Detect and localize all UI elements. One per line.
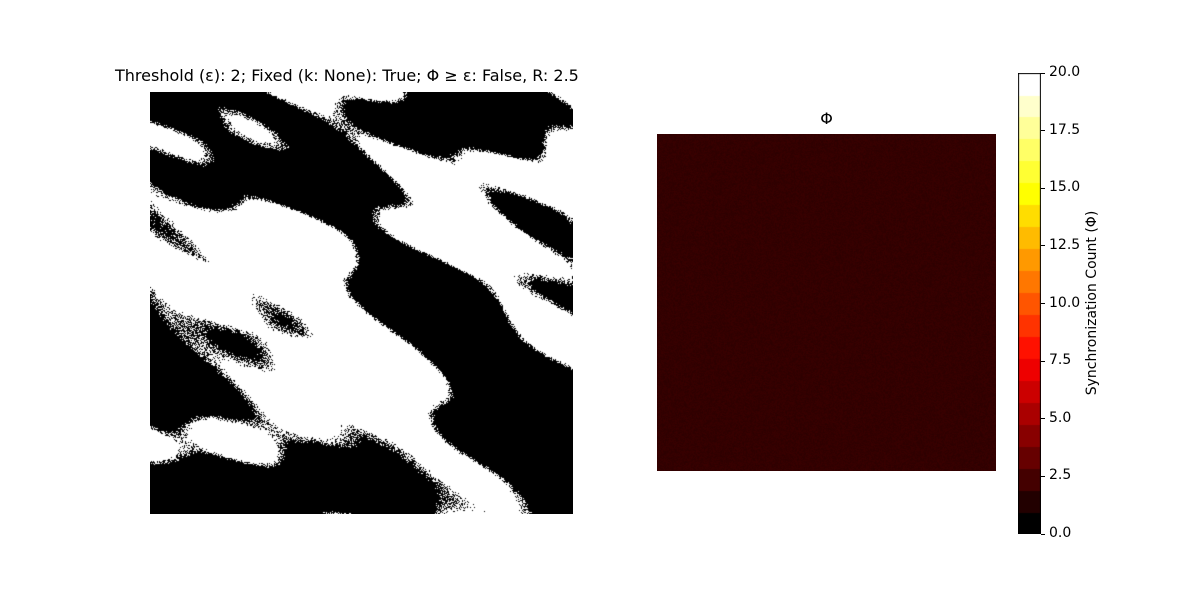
colorbar-tick-mark [1041, 245, 1045, 247]
colorbar-tick-label: 7.5 [1049, 352, 1072, 369]
binary-state-heatmap [150, 92, 573, 514]
right-plot-title: Φ [820, 109, 833, 128]
colorbar-tick-mark [1041, 360, 1045, 362]
colorbar-tick-label: 2.5 [1049, 467, 1072, 484]
colorbar-tick-mark [1041, 475, 1045, 477]
colorbar-tick-label: 10.0 [1049, 294, 1081, 311]
colorbar-tick-label: 15.0 [1049, 179, 1081, 196]
binary-state-canvas [150, 92, 573, 514]
colorbar [1018, 73, 1041, 534]
colorbar-tick-mark [1041, 130, 1045, 132]
colorbar-tick-label: 17.5 [1049, 121, 1081, 138]
colorbar-tick-mark [1041, 533, 1045, 535]
phi-canvas [657, 134, 996, 471]
colorbar-tick-label: 20.0 [1049, 64, 1081, 80]
colorbar-label: Synchronization Count (Φ) [1084, 210, 1100, 396]
colorbar-tick-label: 5.0 [1049, 409, 1072, 426]
colorbar-canvas [1018, 73, 1041, 534]
colorbar-tick-label: 0.0 [1049, 525, 1072, 541]
phi-heatmap [657, 134, 996, 471]
left-plot-title: Threshold (ε): 2; Fixed (k: None): True;… [115, 66, 579, 85]
colorbar-tick-label: 12.5 [1049, 236, 1081, 253]
colorbar-tick-mark [1041, 187, 1045, 189]
colorbar-tick-mark [1041, 418, 1045, 420]
colorbar-tick-mark [1041, 303, 1045, 304]
colorbar-tick-mark [1041, 72, 1045, 74]
